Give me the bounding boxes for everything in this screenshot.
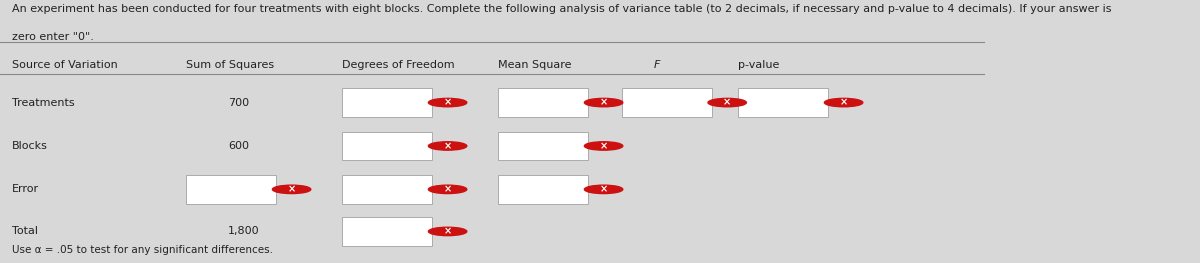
Text: F: F: [654, 60, 660, 70]
Circle shape: [428, 142, 467, 150]
FancyBboxPatch shape: [342, 175, 432, 204]
Text: 1,800: 1,800: [228, 226, 259, 236]
Text: ×: ×: [444, 184, 451, 194]
Circle shape: [584, 185, 623, 194]
Text: p-value: p-value: [738, 60, 779, 70]
FancyBboxPatch shape: [342, 88, 432, 117]
Text: Error: Error: [12, 184, 40, 194]
FancyBboxPatch shape: [186, 175, 276, 204]
Text: ×: ×: [600, 98, 607, 108]
Circle shape: [584, 142, 623, 150]
Text: Source of Variation: Source of Variation: [12, 60, 118, 70]
Text: zero enter "0".: zero enter "0".: [12, 32, 94, 42]
Circle shape: [824, 98, 863, 107]
FancyBboxPatch shape: [342, 217, 432, 246]
Text: ×: ×: [444, 226, 451, 236]
Text: ×: ×: [288, 184, 295, 194]
FancyBboxPatch shape: [622, 88, 712, 117]
Circle shape: [428, 227, 467, 236]
Text: Sum of Squares: Sum of Squares: [186, 60, 274, 70]
FancyBboxPatch shape: [738, 88, 828, 117]
Text: 600: 600: [228, 141, 250, 151]
Circle shape: [584, 98, 623, 107]
Circle shape: [272, 185, 311, 194]
Text: ×: ×: [600, 184, 607, 194]
Circle shape: [428, 98, 467, 107]
Text: Blocks: Blocks: [12, 141, 48, 151]
Text: ×: ×: [444, 98, 451, 108]
Text: An experiment has been conducted for four treatments with eight blocks. Complete: An experiment has been conducted for fou…: [12, 4, 1111, 14]
Text: ×: ×: [444, 141, 451, 151]
Text: ×: ×: [600, 141, 607, 151]
Text: Total: Total: [12, 226, 38, 236]
Text: Use α = .05 to test for any significant differences.: Use α = .05 to test for any significant …: [12, 245, 274, 255]
Text: Degrees of Freedom: Degrees of Freedom: [342, 60, 455, 70]
Circle shape: [428, 185, 467, 194]
FancyBboxPatch shape: [342, 132, 432, 160]
Circle shape: [708, 98, 746, 107]
FancyBboxPatch shape: [498, 132, 588, 160]
FancyBboxPatch shape: [498, 88, 588, 117]
Text: Mean Square: Mean Square: [498, 60, 571, 70]
FancyBboxPatch shape: [498, 175, 588, 204]
Text: Treatments: Treatments: [12, 98, 74, 108]
Text: 700: 700: [228, 98, 250, 108]
Text: ×: ×: [840, 98, 847, 108]
Text: ×: ×: [724, 98, 731, 108]
